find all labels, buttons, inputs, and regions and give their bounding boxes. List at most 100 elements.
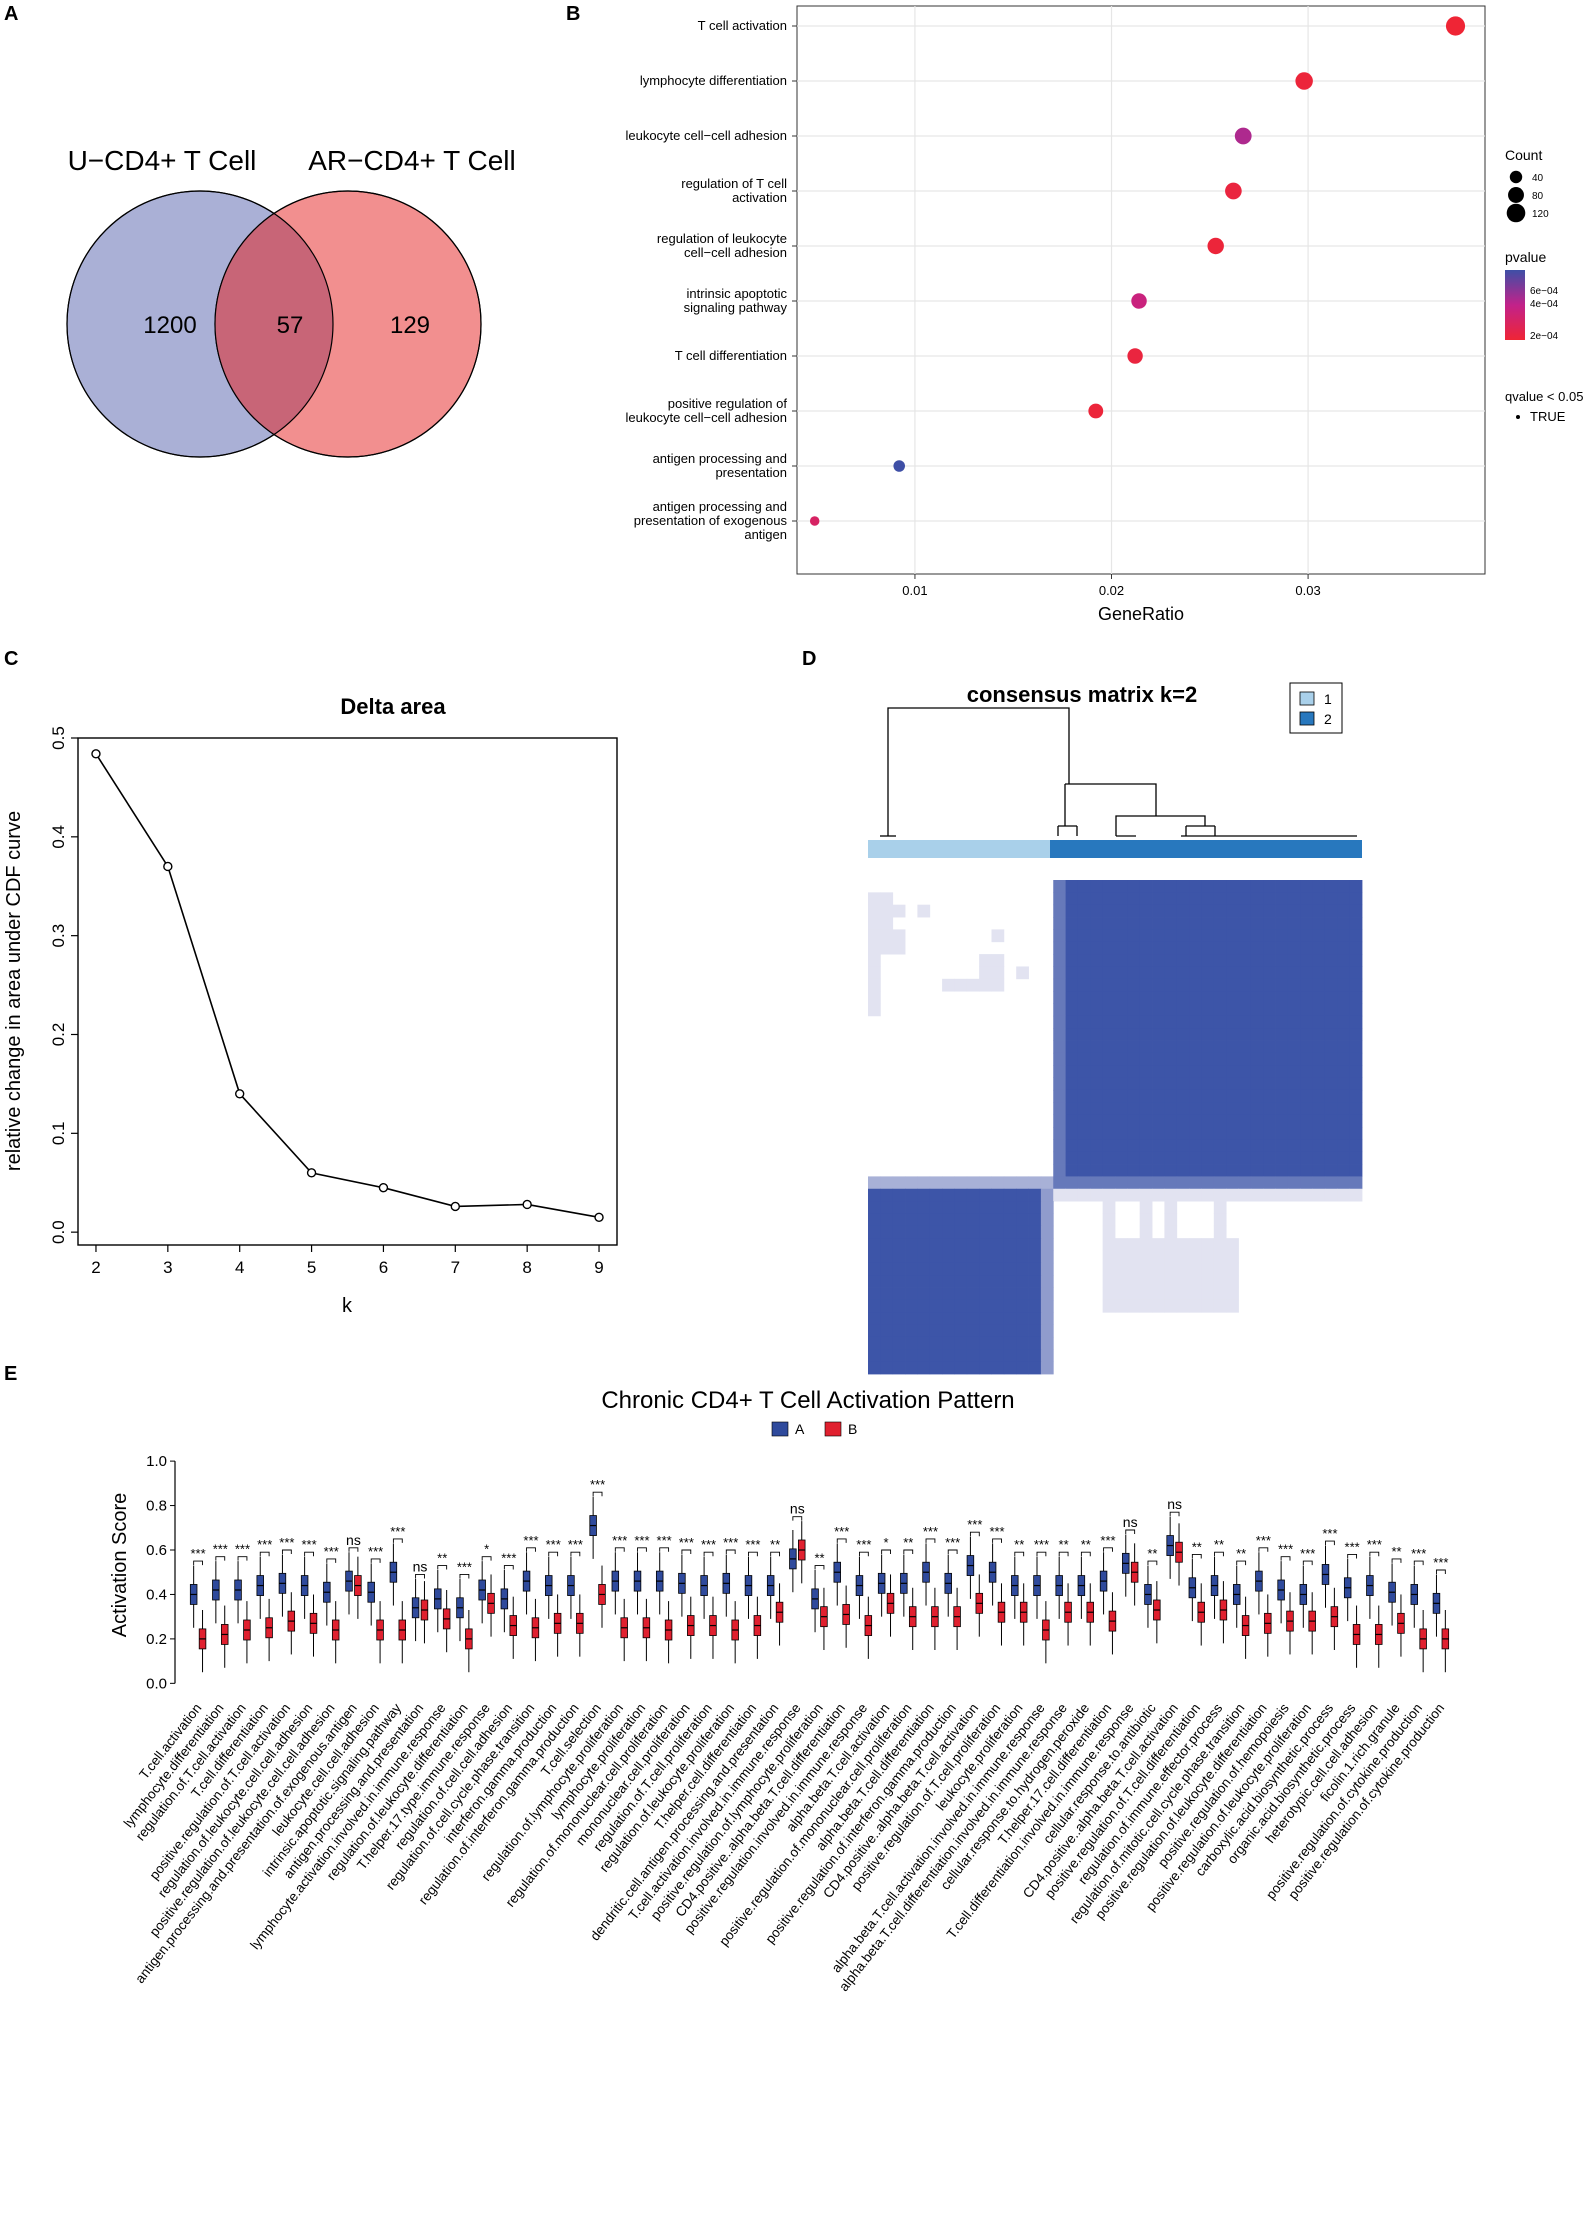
legend-qvalue-title: qvalue < 0.05 <box>1505 389 1583 404</box>
significance-label: *** <box>590 1477 605 1492</box>
consensus-legend: 1 2 <box>1289 682 1343 734</box>
consensus-cell <box>917 1201 931 1214</box>
consensus-cell <box>1213 954 1227 967</box>
significance-bracket <box>1103 1547 1113 1552</box>
consensus-cell <box>1127 1127 1141 1140</box>
consensus-cell <box>1152 1275 1165 1288</box>
consensus-cell <box>1040 1299 1054 1313</box>
dotplot-term-label: regulation of T cell <box>681 176 787 191</box>
consensus-cell <box>1053 917 1066 930</box>
consensus-cell <box>1300 904 1313 918</box>
consensus-cell <box>1090 954 1104 967</box>
consensus-cell <box>1201 991 1215 1004</box>
consensus-cell <box>1016 1262 1029 1276</box>
significance-bracket <box>193 1560 203 1566</box>
consensus-cell <box>880 1361 894 1375</box>
dotplot-point <box>1445 16 1466 36</box>
consensus-cell <box>1189 1238 1202 1251</box>
consensus-cell <box>1275 1139 1289 1153</box>
boxplot-y-tick-label: 0.6 <box>146 1542 167 1559</box>
consensus-legend-box <box>1289 682 1343 734</box>
consensus-cell <box>1139 1077 1153 1091</box>
consensus-cell <box>1226 1287 1239 1301</box>
dotplot-x-axis-label: GeneRatio <box>1098 604 1184 624</box>
consensus-cell <box>1028 1324 1042 1338</box>
boxplot-y-tick-label: 1.0 <box>146 1453 167 1470</box>
significance-bracket <box>459 1573 470 1579</box>
consensus-cell <box>1275 966 1289 980</box>
consensus-cell <box>1226 1238 1239 1251</box>
consensus-cell <box>979 1287 992 1301</box>
consensus-cell <box>1238 941 1252 955</box>
significance-label: *** <box>745 1537 760 1552</box>
consensus-cell <box>1263 929 1276 943</box>
consensus-cell <box>1040 1225 1054 1239</box>
consensus-cell <box>1300 880 1313 893</box>
consensus-cell <box>1349 1077 1363 1091</box>
consensus-cell <box>1324 941 1338 955</box>
dotplot-term-label: antigen <box>744 527 787 542</box>
consensus-cell <box>1152 1188 1165 1202</box>
significance-label: ** <box>1059 1537 1069 1552</box>
consensus-cell <box>1201 1127 1215 1140</box>
consensus-cell <box>1028 1287 1042 1301</box>
consensus-cell <box>1115 917 1128 930</box>
consensus-cell <box>1213 1102 1227 1116</box>
consensus-cell <box>1312 904 1326 918</box>
consensus-cell <box>1238 904 1252 918</box>
consensus-cell <box>1090 978 1104 992</box>
delta-y-tick-label: 0.2 <box>49 1023 68 1047</box>
consensus-cell <box>1349 1040 1363 1054</box>
consensus-cell <box>1077 1164 1091 1177</box>
consensus-cell <box>1226 904 1239 918</box>
consensus-cell <box>1287 1114 1301 1128</box>
consensus-cell <box>1003 1349 1017 1363</box>
consensus-cell <box>1213 1225 1227 1239</box>
consensus-cell <box>1127 991 1141 1004</box>
consensus-cell <box>1213 1015 1227 1029</box>
delta-area-title: Delta area <box>340 694 446 719</box>
consensus-cell <box>1349 1102 1363 1116</box>
consensus-cell <box>1201 1114 1215 1128</box>
consensus-cell <box>1176 941 1190 955</box>
consensus-cell <box>979 1250 992 1264</box>
consensus-cell <box>1263 1102 1276 1116</box>
consensus-cell <box>1189 978 1202 992</box>
consensus-cell <box>1003 1275 1017 1288</box>
consensus-cell <box>1016 1324 1029 1338</box>
consensus-cell <box>1115 1040 1128 1054</box>
significance-label: ** <box>814 1551 824 1566</box>
consensus-cell <box>1201 1299 1215 1313</box>
consensus-cell <box>1226 1188 1239 1202</box>
consensus-cell <box>1139 929 1153 943</box>
consensus-cell <box>1250 1164 1264 1177</box>
consensus-cell <box>1053 941 1066 955</box>
consensus-cell <box>1152 954 1165 967</box>
consensus-cell <box>942 1349 955 1363</box>
consensus-cell <box>1238 1176 1252 1190</box>
consensus-cell <box>892 1312 906 1325</box>
consensus-cell <box>1127 1238 1141 1251</box>
consensus-cell <box>966 1349 980 1363</box>
consensus-cell <box>979 1349 992 1363</box>
consensus-cell <box>1226 966 1239 980</box>
significance-label: *** <box>657 1533 672 1548</box>
consensus-cell <box>1164 892 1178 906</box>
consensus-cell <box>1275 880 1289 893</box>
consensus-cell <box>991 1213 1005 1227</box>
consensus-cell <box>991 978 1005 992</box>
consensus-cell <box>868 917 881 930</box>
consensus-cell <box>1337 917 1351 930</box>
consensus-cell <box>1139 1052 1153 1066</box>
consensus-cell <box>892 929 906 943</box>
significance-bracket <box>1236 1560 1247 1566</box>
dotplot-point <box>1127 348 1143 364</box>
consensus-cell <box>1115 941 1128 955</box>
consensus-cell <box>1065 991 1079 1004</box>
consensus-cell <box>880 1349 894 1363</box>
significance-label: *** <box>546 1537 561 1552</box>
consensus-cell <box>954 1336 968 1350</box>
consensus-cell <box>1201 1077 1215 1091</box>
consensus-cell <box>1213 1262 1227 1276</box>
consensus-cell <box>1324 1089 1338 1103</box>
